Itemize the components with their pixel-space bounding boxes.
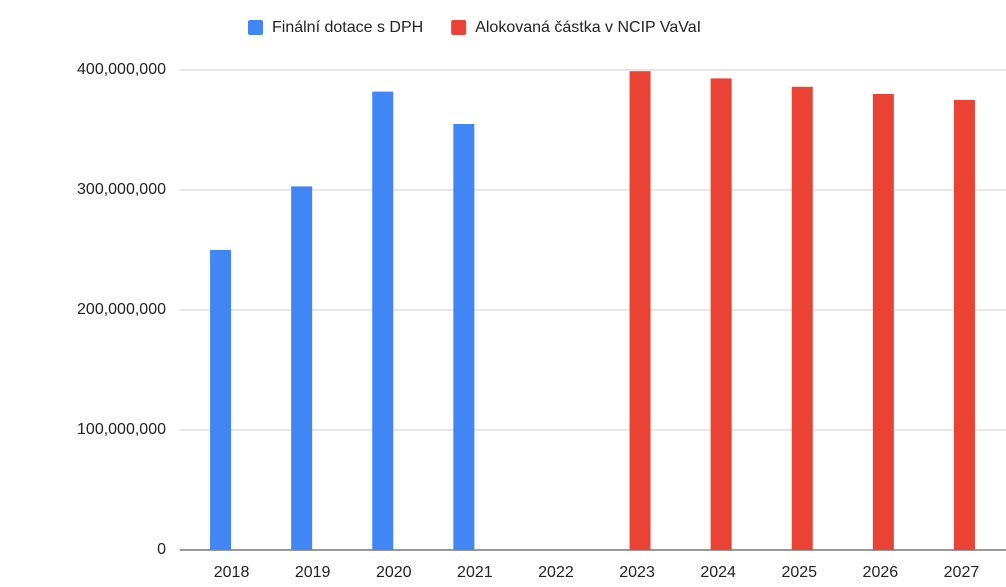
x-tick-label: 2022: [538, 564, 574, 581]
x-tick-label: 2019: [295, 564, 331, 581]
legend-swatch: [248, 20, 263, 35]
legend-swatch: [451, 20, 467, 35]
bar: [291, 186, 313, 550]
bar: [453, 124, 475, 550]
bar: [953, 100, 975, 550]
x-tick-label: 2025: [781, 564, 817, 581]
y-tick-label: 300,000,000: [77, 181, 166, 198]
x-tick-label: 2018: [214, 564, 250, 581]
x-tick-label: 2026: [863, 564, 899, 581]
y-tick-label: 0: [157, 541, 166, 558]
y-tick-label: 400,000,000: [77, 61, 166, 78]
bar: [210, 250, 232, 550]
x-tick-label: 2020: [376, 564, 412, 581]
bar: [629, 71, 651, 550]
legend-label: Alokovaná částka v NCIP VaVaI: [475, 19, 701, 36]
bar: [710, 78, 732, 551]
bar: [791, 86, 813, 551]
bar: [372, 91, 394, 550]
y-tick-label: 100,000,000: [77, 421, 166, 438]
bar: [872, 94, 894, 550]
x-tick-label: 2023: [619, 564, 655, 581]
x-tick-label: 2021: [457, 564, 493, 581]
legend-label: Finální dotace s DPH: [272, 19, 423, 36]
x-tick-label: 2027: [944, 564, 980, 581]
x-tick-label: 2024: [700, 564, 736, 581]
y-tick-label: 200,000,000: [77, 301, 166, 318]
